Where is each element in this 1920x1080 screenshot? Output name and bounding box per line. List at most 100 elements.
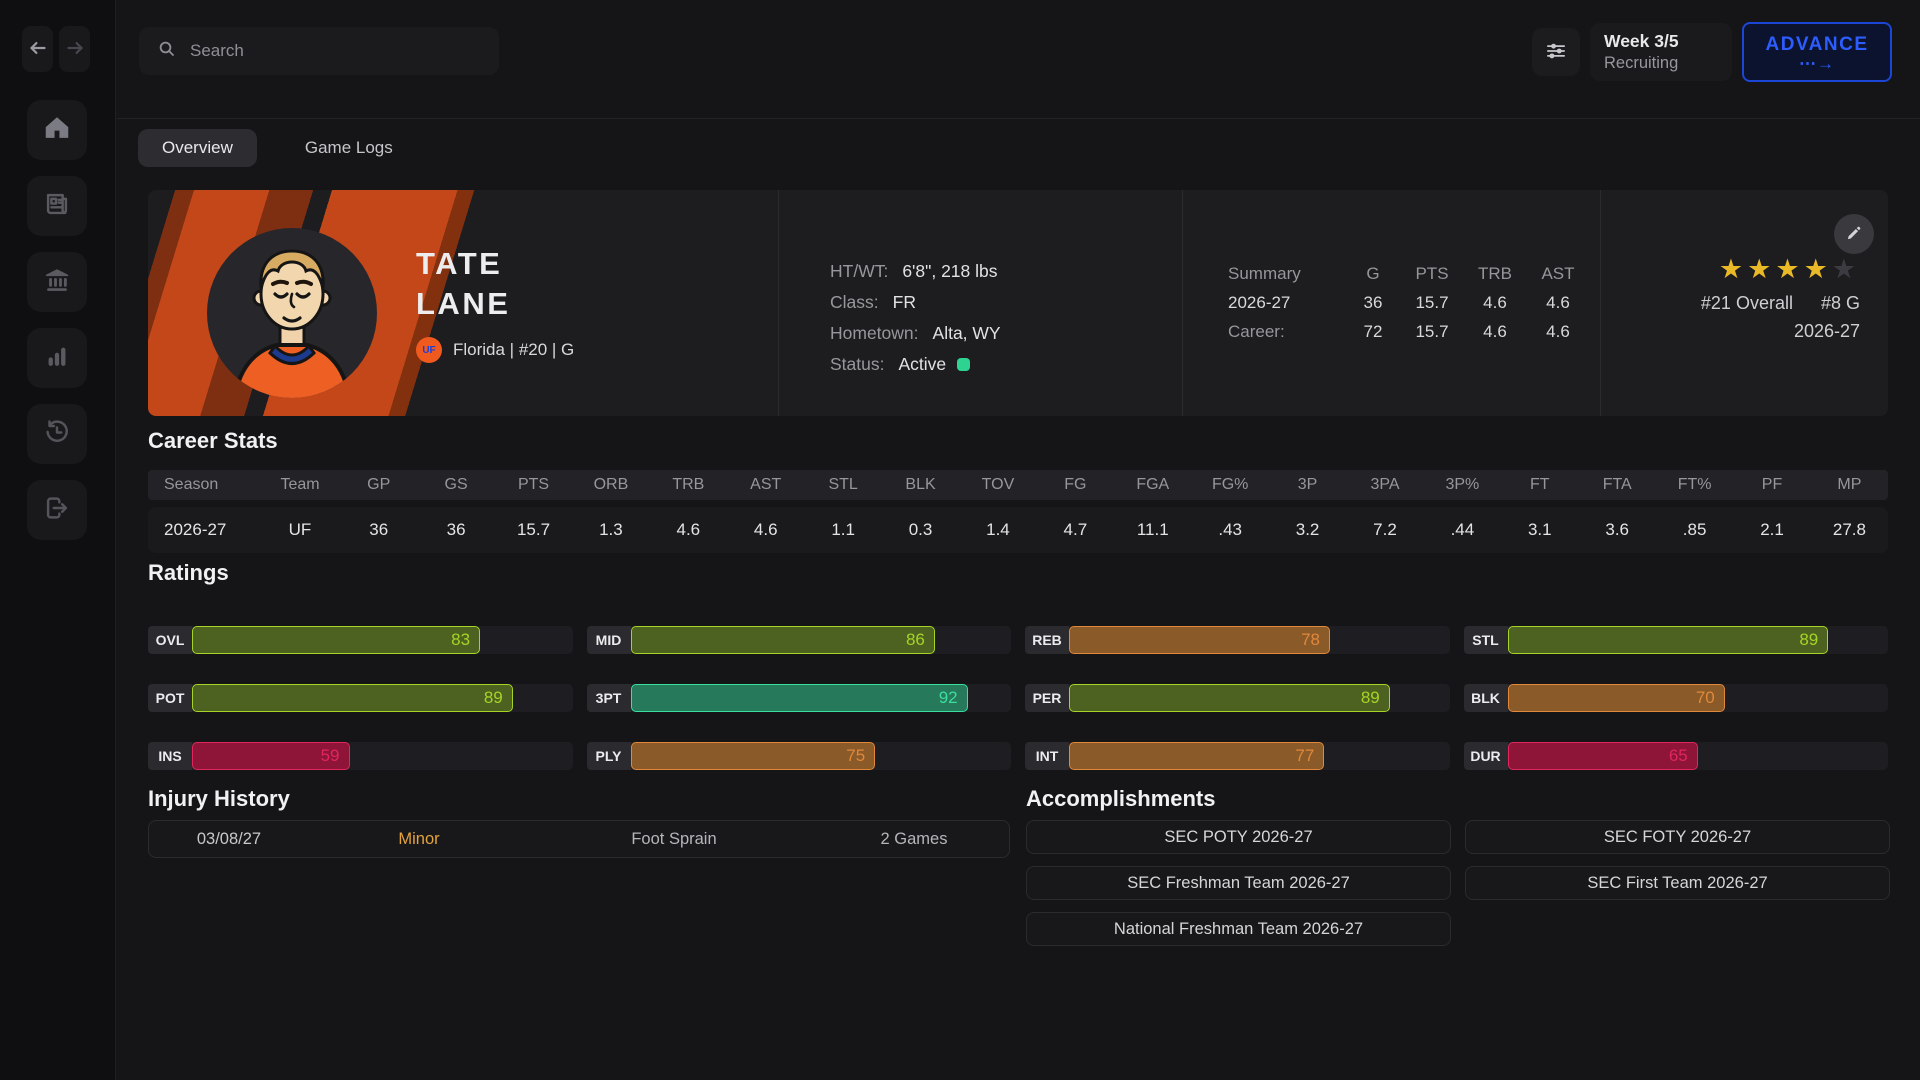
rating-bar-track: 65 <box>1507 742 1888 770</box>
rating-bar-track: 89 <box>1069 684 1450 712</box>
rating-ins: INS 59 <box>148 742 573 770</box>
week-label: Week 3/5 <box>1604 31 1679 51</box>
rating-bar-fill: 65 <box>1507 742 1698 770</box>
career-stats-title: Career Stats <box>148 428 278 453</box>
forward-button[interactable] <box>59 26 90 72</box>
filter-button[interactable] <box>1532 28 1580 76</box>
career-stats-header: Season Team GP GS PTS ORB TRB AST STL BLK TOV FG FGA… <box>148 470 1888 500</box>
player-last-name: LANE <box>416 286 511 321</box>
career-header-cell: FGA <box>1136 476 1170 493</box>
rating-bar-track: 59 <box>192 742 573 770</box>
back-button[interactable] <box>22 26 53 72</box>
sidebar-button-history[interactable] <box>27 404 87 464</box>
career-header-cell: 3P% <box>1445 476 1480 493</box>
career-header-cell: FG <box>1064 476 1087 493</box>
rating-label: INT <box>1025 742 1069 770</box>
rating-bar-track: 75 <box>630 742 1011 770</box>
rating-reb: REB 78 <box>1025 626 1450 654</box>
rating-bar-fill: 59 <box>192 742 350 770</box>
rating-bar-fill: 77 <box>1069 742 1325 770</box>
search-icon <box>155 37 179 66</box>
info-value: FR <box>892 292 916 312</box>
player-info-row: Hometown: Alta, WY <box>830 318 1001 349</box>
player-info-row: Status: Active <box>830 349 1001 380</box>
career-header-cell: MP <box>1837 476 1862 493</box>
career-value-cell: 4.6 <box>753 520 778 539</box>
rating-label: DUR <box>1463 742 1508 770</box>
search-input[interactable] <box>190 41 470 61</box>
rating-label: REB <box>1025 626 1069 654</box>
summary-cell: 15.7 <box>1415 293 1449 312</box>
sidebar-button-news[interactable] <box>27 176 87 236</box>
summary-table: Summary G PTS TRB AST 2026-27 36 15.7 4.6 4.6 Care… <box>1228 264 1590 342</box>
rating-mid: MID 86 <box>586 626 1011 654</box>
rating-bar-fill: 89 <box>1069 684 1390 712</box>
career-value-cell: UF <box>288 520 312 539</box>
sidebar-button-college[interactable] <box>27 252 87 312</box>
phase-label: Recruiting <box>1604 54 1679 72</box>
rating-label: PER <box>1025 684 1069 712</box>
rating-label: BLK <box>1463 684 1508 712</box>
career-value-cell: 2.1 <box>1760 520 1784 539</box>
rank-line: #21 Overall #8 G <box>1608 293 1860 314</box>
rating-bar-track: 89 <box>192 684 573 712</box>
tab-overview[interactable]: Overview <box>138 129 257 167</box>
rating-bar-fill: 86 <box>630 626 935 654</box>
career-value-cell: 36 <box>446 520 466 539</box>
card-divider <box>1600 190 1601 416</box>
stats-icon <box>42 341 72 376</box>
arrow-right-icon <box>62 35 88 64</box>
sidebar-button-home[interactable] <box>27 100 87 160</box>
career-header-cell: 3PA <box>1370 476 1400 493</box>
sidebar <box>0 0 116 1080</box>
rating-3pt: 3PT 92 <box>586 684 1011 712</box>
career-header-cell: TOV <box>981 476 1015 493</box>
accomplishment-pill: SEC First Team 2026-27 <box>1465 866 1890 900</box>
team-text: Florida | #20 | G <box>453 340 575 359</box>
summary-cell: 15.7 <box>1415 322 1449 341</box>
rating-bar-fill: 89 <box>192 684 513 712</box>
advance-label: ADVANCE <box>1765 34 1869 55</box>
rating-pot: POT 89 <box>148 684 573 712</box>
career-value-cell: .43 <box>1218 520 1242 539</box>
team-logo-florida-icon: UF <box>416 337 442 363</box>
summary-cell: 2026-27 <box>1228 293 1291 312</box>
career-header-cell: FTA <box>1602 476 1632 493</box>
career-header-cell: Season <box>164 476 219 493</box>
career-value-cell: 4.6 <box>676 520 701 539</box>
career-value-cell: 4.7 <box>1063 520 1088 539</box>
sidebar-button-logout[interactable] <box>27 480 87 540</box>
accomplishment-pill: SEC POTY 2026-27 <box>1026 820 1451 854</box>
sidebar-button-stats[interactable] <box>27 328 87 388</box>
career-header-cell: PF <box>1761 476 1783 493</box>
star-icon: ★ <box>1718 254 1748 284</box>
rating-bar-track: 78 <box>1069 626 1450 654</box>
sidebar-nav <box>27 100 87 540</box>
rank-season: 2026-27 <box>1793 321 1860 341</box>
advance-arrow-icon: ⋯→ <box>1799 54 1835 73</box>
player-card: TATE LANE UF Florida | #20 | G HT/WT: 6'8… <box>148 190 1888 416</box>
summary-cell: 4.6 <box>1483 322 1507 341</box>
search-box[interactable] <box>139 27 499 75</box>
info-label: Status: <box>830 354 885 374</box>
week-status: Week 3/5 Recruiting <box>1590 23 1732 81</box>
rating-bar-fill: 78 <box>1069 626 1331 654</box>
accomplishment-pill: SEC Freshman Team 2026-27 <box>1026 866 1451 900</box>
career-value-cell: 3.2 <box>1295 520 1320 539</box>
tab-game-logs[interactable]: Game Logs <box>304 138 393 157</box>
summary-cell: 4.6 <box>1546 293 1570 312</box>
rating-bar-fill: 92 <box>630 684 968 712</box>
advance-button[interactable]: ADVANCE ⋯→ <box>1742 22 1892 82</box>
summary-header-cell: G <box>1366 264 1380 283</box>
career-header-cell: GS <box>444 476 468 493</box>
rating-bar-track: 70 <box>1507 684 1888 712</box>
rating-bar-track: 89 <box>1507 626 1888 654</box>
career-header-cell: 3P <box>1297 476 1318 493</box>
career-header-cell: Team <box>280 476 320 493</box>
edit-button[interactable] <box>1834 214 1874 254</box>
career-value-cell: .44 <box>1450 520 1475 539</box>
rank-overall: #21 Overall <box>1700 293 1793 313</box>
star-rating: ★★★★★ <box>1608 254 1860 284</box>
rating-bar-track: 77 <box>1069 742 1450 770</box>
career-header-cell: AST <box>750 476 782 493</box>
